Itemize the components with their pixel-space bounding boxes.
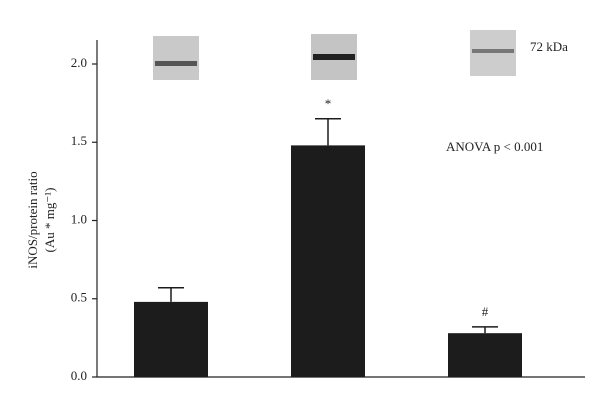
annotation: ANOVA p < 0.001 bbox=[446, 139, 543, 154]
bar bbox=[134, 301, 208, 377]
error-bar bbox=[472, 326, 498, 334]
y-tick-label: 0.0 bbox=[71, 368, 87, 383]
y-tick-label: 2.0 bbox=[71, 55, 87, 70]
blot-band bbox=[472, 49, 514, 53]
bar bbox=[291, 145, 365, 377]
bar bbox=[448, 333, 522, 377]
y-label-line: iNOS/protein ratio bbox=[25, 171, 40, 268]
y-tick-label: 1.0 bbox=[71, 211, 87, 226]
y-label: iNOS/protein ratio (Au * mg⁻¹) bbox=[25, 171, 57, 268]
blots bbox=[153, 30, 516, 80]
y-label-line: (Au * mg⁻¹) bbox=[42, 188, 57, 253]
bar-label: # bbox=[482, 304, 489, 319]
blot-label: 72 kDa bbox=[530, 39, 568, 54]
blot-band bbox=[155, 61, 197, 66]
error-bar bbox=[315, 118, 341, 146]
blot-image bbox=[153, 36, 199, 80]
y-tick-label: 0.5 bbox=[71, 290, 87, 305]
error-bar bbox=[158, 287, 184, 302]
y-tick-label: 1.5 bbox=[71, 133, 87, 148]
bar-label: * bbox=[325, 96, 332, 111]
blot-band bbox=[313, 54, 355, 60]
